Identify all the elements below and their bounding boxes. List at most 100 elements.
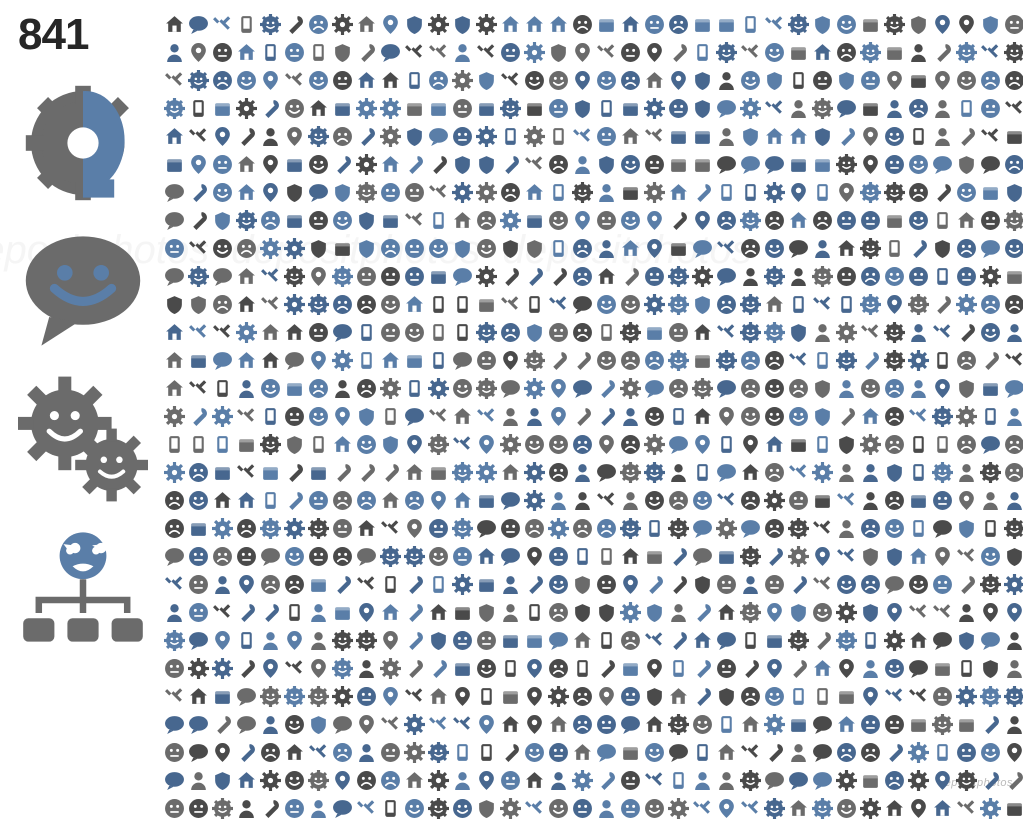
shield-icon <box>476 154 497 175</box>
house-icon <box>572 742 593 763</box>
neutral-icon <box>428 518 449 539</box>
box-icon <box>668 126 689 147</box>
wrench-icon <box>980 350 1001 371</box>
smiley-icon <box>332 210 353 231</box>
box-icon <box>980 378 1001 399</box>
tool-icon <box>212 322 233 343</box>
shield-icon <box>452 14 473 35</box>
gear-icon <box>908 350 929 371</box>
gear-smiley-icon <box>356 182 377 203</box>
person-icon <box>188 770 209 791</box>
wrench-icon <box>932 42 953 63</box>
gear-smiley-icon <box>620 322 641 343</box>
gear-smiley-icon <box>812 266 833 287</box>
gear-smiley-icon <box>740 322 761 343</box>
pin-icon <box>260 182 281 203</box>
house-icon <box>236 266 257 287</box>
chat-icon <box>500 378 521 399</box>
person-icon <box>596 238 617 259</box>
neutral-icon <box>980 98 1001 119</box>
house-icon <box>500 714 521 735</box>
chat-icon <box>452 350 473 371</box>
sad-icon <box>716 210 737 231</box>
box-icon <box>332 238 353 259</box>
shield-icon <box>860 546 881 567</box>
gear-icon <box>524 126 545 147</box>
sad-icon <box>668 14 689 35</box>
sad-icon <box>596 518 617 539</box>
phone-icon <box>956 658 977 679</box>
sad-icon <box>428 70 449 91</box>
gear-icon <box>548 518 569 539</box>
sad-icon <box>668 378 689 399</box>
phone-icon <box>908 126 929 147</box>
wrench-icon <box>836 406 857 427</box>
gear-smiley-icon <box>836 154 857 175</box>
gear-smiley-icon <box>668 294 689 315</box>
neutral-icon <box>404 238 425 259</box>
tool-icon <box>1004 350 1023 371</box>
pin-icon <box>956 14 977 35</box>
wrench-icon <box>404 602 425 623</box>
person-icon <box>212 574 233 595</box>
sad-icon <box>212 70 233 91</box>
gear-smiley-icon <box>740 210 761 231</box>
house-icon <box>260 350 281 371</box>
smiley-icon <box>548 210 569 231</box>
person-icon <box>1004 490 1023 511</box>
wrench-icon <box>764 742 785 763</box>
sad-icon <box>956 434 977 455</box>
gear-smiley-icon <box>500 98 521 119</box>
neutral-icon <box>380 182 401 203</box>
tool-icon <box>860 322 881 343</box>
smiley-icon <box>908 210 929 231</box>
pin-icon <box>596 686 617 707</box>
chat-icon <box>452 266 473 287</box>
house-icon <box>284 322 305 343</box>
gear-smiley-icon <box>812 798 833 819</box>
house-icon <box>644 70 665 91</box>
person-icon <box>500 602 521 623</box>
gear-icon <box>332 350 353 371</box>
box-icon <box>980 182 1001 203</box>
gear-smiley-icon <box>260 686 281 707</box>
tool-icon <box>500 294 521 315</box>
gear-icon <box>908 742 929 763</box>
phone-icon <box>428 322 449 343</box>
phone-icon <box>260 490 281 511</box>
phone-icon <box>596 98 617 119</box>
shield-icon <box>980 658 1001 679</box>
neutral-icon <box>644 266 665 287</box>
neutral-icon <box>596 210 617 231</box>
sad-icon <box>716 294 737 315</box>
phone-icon <box>452 742 473 763</box>
wrench-icon <box>332 574 353 595</box>
phone-icon <box>452 322 473 343</box>
gear-smiley-icon <box>620 518 641 539</box>
gear-smiley-icon <box>764 322 785 343</box>
box-icon <box>644 322 665 343</box>
shield-icon <box>692 294 713 315</box>
gear-smiley-icon <box>932 714 953 735</box>
wrench-icon <box>788 658 809 679</box>
person-icon <box>452 42 473 63</box>
shield-icon <box>692 574 713 595</box>
wrench-icon <box>572 406 593 427</box>
gear-icon <box>236 98 257 119</box>
sad-icon <box>764 210 785 231</box>
chat-icon <box>716 630 737 651</box>
sad-icon <box>620 630 641 651</box>
chat-icon <box>428 126 449 147</box>
phone-icon <box>380 798 401 819</box>
box-icon <box>812 154 833 175</box>
shield-icon <box>644 602 665 623</box>
sad-icon <box>548 154 569 175</box>
house-icon <box>380 490 401 511</box>
shield-icon <box>812 406 833 427</box>
gear-smiley-icon <box>668 714 689 735</box>
tool-icon <box>404 42 425 63</box>
sad-icon <box>1004 434 1023 455</box>
box-icon <box>500 630 521 651</box>
pin-icon <box>452 686 473 707</box>
shield-icon <box>524 322 545 343</box>
